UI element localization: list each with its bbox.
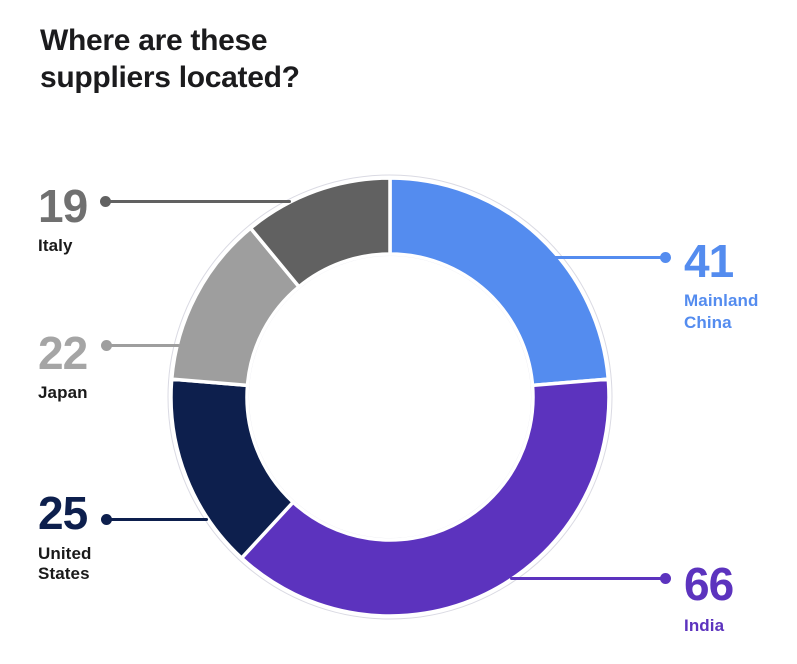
leader-line-japan — [101, 340, 180, 351]
donut-segment-mainland-china — [388, 176, 611, 388]
callout-japan: 22 Japan — [38, 330, 88, 403]
label-japan: Japan — [38, 383, 88, 402]
value-india: 66 — [684, 558, 734, 610]
value-italy: 19 — [38, 180, 88, 232]
label-united-states: United States — [38, 544, 92, 583]
donut-outline-ring — [248, 255, 532, 539]
donut-segment-italy — [248, 176, 392, 289]
chart-title-line-1: Where are these — [40, 24, 268, 57]
value-japan: 22 — [38, 327, 88, 379]
donut-chart — [166, 173, 614, 621]
label-mainland-china: Mainland China — [684, 291, 759, 332]
chart-title: Where are these suppliers located? — [40, 22, 300, 96]
callout-italy: 19 Italy — [38, 180, 88, 256]
label-india: India — [684, 616, 725, 635]
donut-outline-ring — [167, 174, 613, 620]
label-italy: Italy — [38, 236, 73, 255]
chart-title-line-2: suppliers located? — [40, 61, 300, 94]
callout-united-states: 25 United States — [38, 490, 91, 584]
callout-india: 66 India — [684, 558, 734, 636]
donut-svg — [167, 174, 613, 620]
leader-line-mainland-china — [554, 252, 671, 263]
callout-mainland-china: 41 Mainland China — [684, 238, 758, 334]
value-mainland-china: 41 — [684, 235, 734, 287]
leader-line-italy — [100, 196, 291, 207]
leader-line-united-states — [101, 514, 208, 525]
donut-segment-india — [239, 377, 611, 618]
value-united-states: 25 — [38, 487, 88, 539]
leader-line-india — [510, 573, 671, 584]
